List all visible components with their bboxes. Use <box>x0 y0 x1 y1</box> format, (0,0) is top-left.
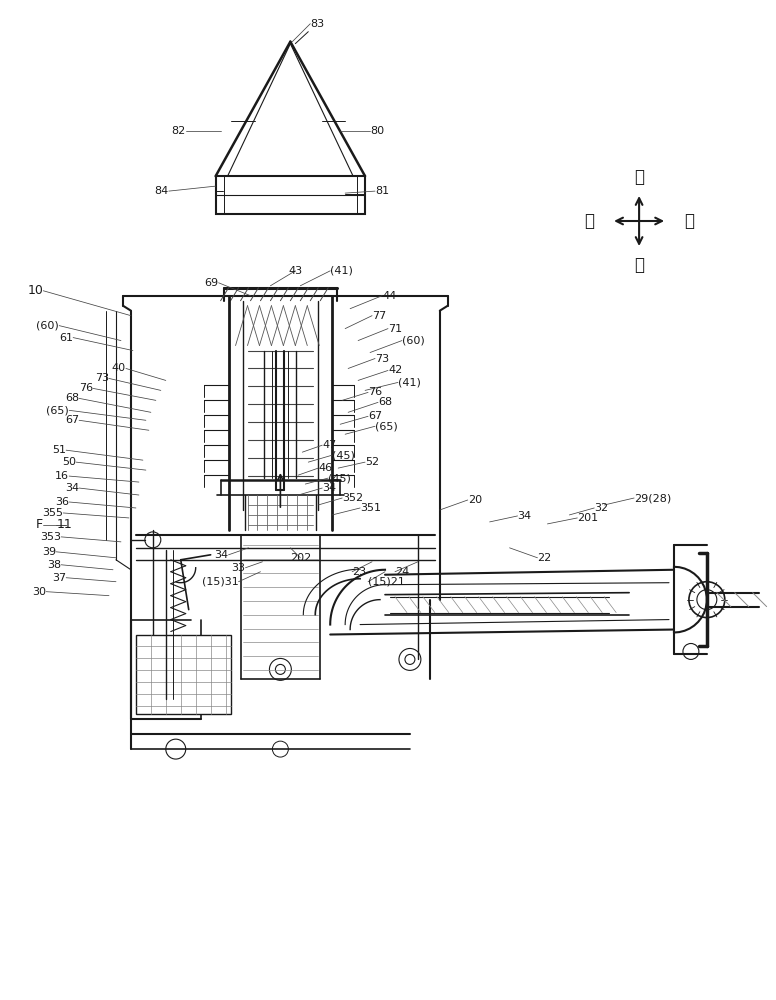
Text: 353: 353 <box>40 532 61 542</box>
Text: 82: 82 <box>171 126 185 136</box>
Text: 67: 67 <box>368 411 383 421</box>
Text: 43: 43 <box>288 266 303 276</box>
Text: 后: 后 <box>634 256 644 274</box>
Text: 右: 右 <box>684 212 694 230</box>
Text: 50: 50 <box>62 457 76 467</box>
Text: 36: 36 <box>55 497 69 507</box>
Text: 73: 73 <box>375 354 390 364</box>
Text: 30: 30 <box>33 587 47 597</box>
Text: 61: 61 <box>59 333 73 343</box>
Text: 左: 左 <box>584 212 594 230</box>
Text: 81: 81 <box>375 186 390 196</box>
Text: 351: 351 <box>360 503 381 513</box>
Text: 67: 67 <box>65 415 79 425</box>
Text: 39: 39 <box>42 547 56 557</box>
Text: 22: 22 <box>538 553 552 563</box>
Text: 69: 69 <box>205 278 219 288</box>
Text: 84: 84 <box>154 186 169 196</box>
Text: 34: 34 <box>518 511 532 521</box>
Text: 23: 23 <box>352 567 366 577</box>
Text: (65): (65) <box>375 421 398 431</box>
Text: F: F <box>36 518 43 531</box>
Text: 33: 33 <box>231 563 245 573</box>
Text: (41): (41) <box>398 377 421 387</box>
Text: 34: 34 <box>214 550 229 560</box>
Text: 40: 40 <box>112 363 126 373</box>
Text: 73: 73 <box>95 373 109 383</box>
Text: 76: 76 <box>368 387 383 397</box>
Text: (41): (41) <box>331 266 353 276</box>
Text: 352: 352 <box>342 493 363 503</box>
Text: 76: 76 <box>79 383 93 393</box>
Text: 前: 前 <box>634 168 644 186</box>
Text: 52: 52 <box>365 457 379 467</box>
Text: 38: 38 <box>47 560 61 570</box>
Polygon shape <box>216 176 365 214</box>
Text: 44: 44 <box>382 291 397 301</box>
Text: 34: 34 <box>322 483 336 493</box>
Text: 68: 68 <box>378 397 392 407</box>
Text: 34: 34 <box>65 483 79 493</box>
Text: 201: 201 <box>577 513 598 523</box>
Text: 80: 80 <box>370 126 384 136</box>
Text: (15)31: (15)31 <box>202 577 238 587</box>
Text: 24: 24 <box>395 567 409 577</box>
Text: (60): (60) <box>36 321 59 331</box>
Text: 29(28): 29(28) <box>634 493 671 503</box>
Text: 355: 355 <box>42 508 63 518</box>
Text: 10: 10 <box>27 284 43 297</box>
Text: 42: 42 <box>388 365 402 375</box>
Text: 71: 71 <box>388 324 402 334</box>
Text: (45): (45) <box>332 450 355 460</box>
Text: 16: 16 <box>55 471 69 481</box>
Text: (60): (60) <box>402 336 424 346</box>
Text: (15)21: (15)21 <box>368 577 405 587</box>
Text: 68: 68 <box>65 393 79 403</box>
Text: 77: 77 <box>372 311 386 321</box>
Text: 20: 20 <box>468 495 482 505</box>
Text: 51: 51 <box>52 445 66 455</box>
Text: 32: 32 <box>594 503 608 513</box>
Text: 37: 37 <box>52 573 66 583</box>
Text: (45): (45) <box>328 473 351 483</box>
Polygon shape <box>136 635 230 714</box>
Text: 46: 46 <box>318 463 332 473</box>
Text: (65): (65) <box>47 405 69 415</box>
Text: 47: 47 <box>322 440 337 450</box>
Text: 202: 202 <box>289 553 311 563</box>
Text: 83: 83 <box>310 19 324 29</box>
Text: 11: 11 <box>56 518 72 531</box>
